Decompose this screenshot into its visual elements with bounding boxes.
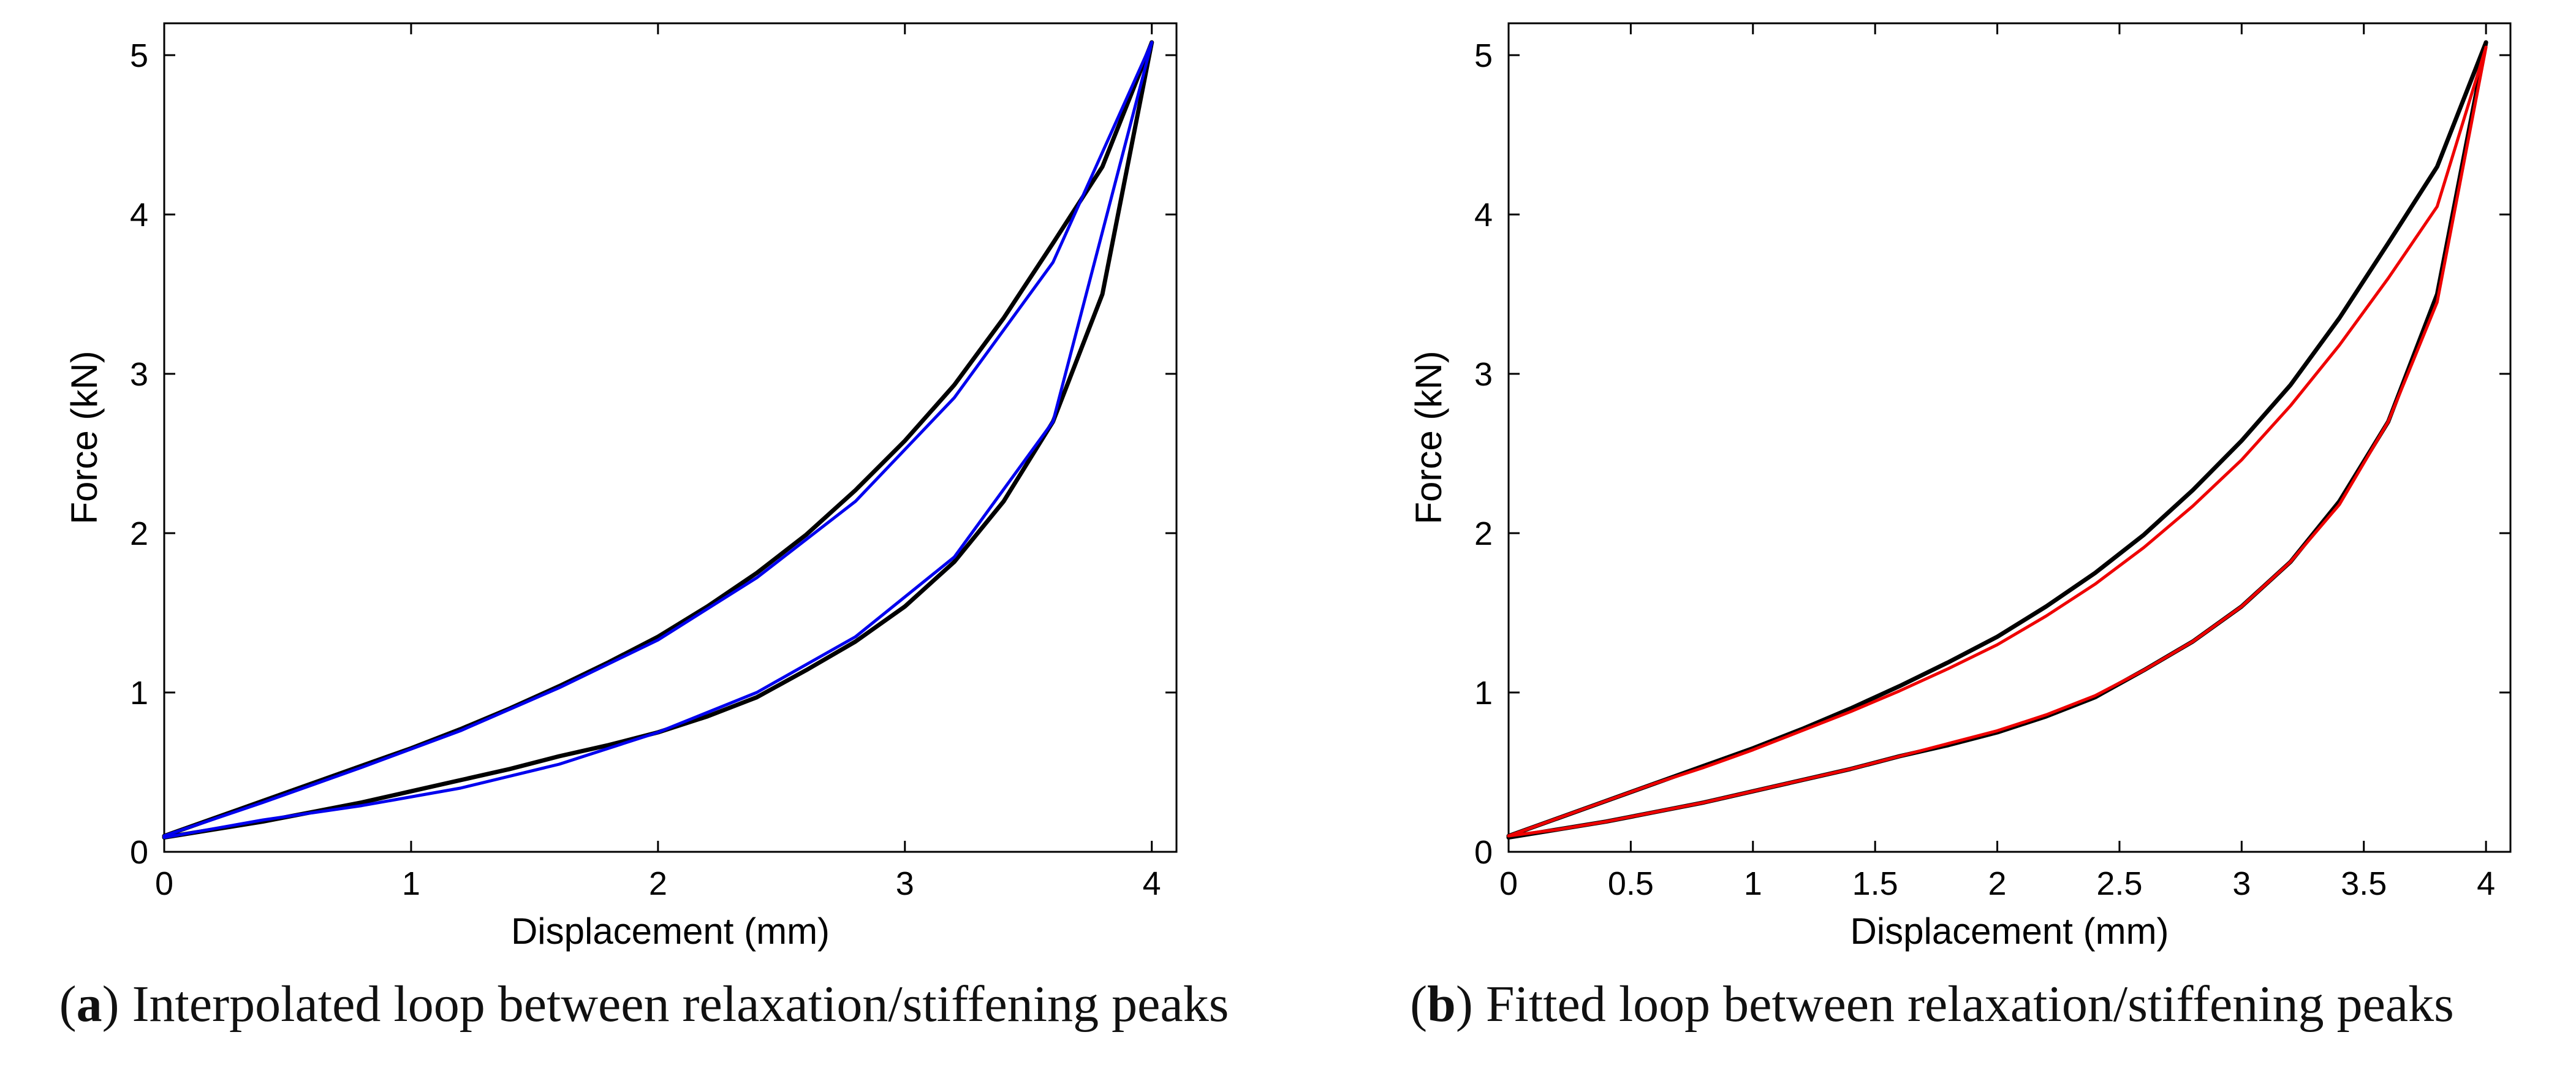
series-line-interpolated-loading <box>162 40 1154 840</box>
panel-b: 0 0.5 1 1.5 2 2.5 3 3.5 4 0 1 2 3 4 5 Displacement (mm)… <box>1288 0 2576 1070</box>
x-tick-label: 4 <box>2477 865 2495 902</box>
caption-a-text: Interpolated loop between relaxation/sti… <box>132 976 1229 1033</box>
y-tick-label: 3 <box>1474 356 1493 393</box>
axes-frame <box>1507 22 2512 853</box>
caption-a-letter: a <box>76 976 102 1033</box>
chart-a: 0 1 2 3 4 0 1 2 3 4 5 Displacement (mm) Force (kN) <box>64 22 1178 952</box>
x-tick-label: 1 <box>1744 865 1762 902</box>
x-tick-label: 0 <box>1499 865 1518 902</box>
y-axis-label: Force (kN) <box>1408 351 1449 524</box>
y-tick-label: 2 <box>1474 515 1493 552</box>
series-line-measured-loading <box>162 40 1154 840</box>
x-tick-label: 2.5 <box>2096 865 2142 902</box>
y-tick-label: 5 <box>1474 37 1493 74</box>
x-tick-label: 0 <box>155 865 173 902</box>
y-axis-label: Force (kN) <box>64 351 105 524</box>
x-tick-label: 2 <box>649 865 667 902</box>
y-tick-label: 4 <box>1474 197 1493 233</box>
caption-a: (a) Interpolated loop between relaxation… <box>59 976 1229 1033</box>
series-line-measured-unloading <box>162 40 1154 838</box>
caption-b-text: Fitted loop between relaxation/stiffenin… <box>1485 976 2454 1033</box>
x-tick-label: 0.5 <box>1608 865 1654 902</box>
y-tick-label: 3 <box>130 356 148 393</box>
series-line-interpolated-unloading <box>162 40 1154 838</box>
y-tick-label: 0 <box>1474 834 1493 871</box>
caption-b: (b) Fitted loop between relaxation/stiff… <box>1410 976 2454 1033</box>
x-tick-label: 3 <box>896 865 914 902</box>
x-tick-label: 3.5 <box>2341 865 2387 902</box>
x-axis-label: Displacement (mm) <box>1850 911 2169 952</box>
x-tick-label: 1 <box>402 865 420 902</box>
x-axis-label: Displacement (mm) <box>511 911 830 952</box>
series-line-measured-unloading <box>1506 40 2488 838</box>
x-tick-label: 2 <box>1988 865 2007 902</box>
panel-a: 0 1 2 3 4 0 1 2 3 4 5 Displacement (mm) Force (kN) (… <box>59 22 1229 1033</box>
x-tick-label: 4 <box>1143 865 1161 902</box>
series-line-fitted-loading <box>1507 45 2488 838</box>
y-tick-label: 5 <box>130 37 148 74</box>
chart-b: 0 0.5 1 1.5 2 2.5 3 3.5 4 0 1 2 3 4 5 Displacement (mm)… <box>1408 22 2512 952</box>
y-tick-label: 1 <box>130 675 148 711</box>
y-tick-label: 1 <box>1474 675 1493 711</box>
y-tick-label: 0 <box>130 834 148 871</box>
series-line-measured-loading <box>1506 40 2488 840</box>
y-tick-label: 4 <box>130 197 148 233</box>
y-tick-label: 2 <box>130 515 148 552</box>
caption-b-letter: b <box>1427 976 1456 1033</box>
axes-frame <box>163 22 1178 853</box>
x-tick-label: 1.5 <box>1852 865 1898 902</box>
series-line-fitted-unloading <box>1507 45 2488 838</box>
x-tick-label: 3 <box>2232 865 2251 902</box>
